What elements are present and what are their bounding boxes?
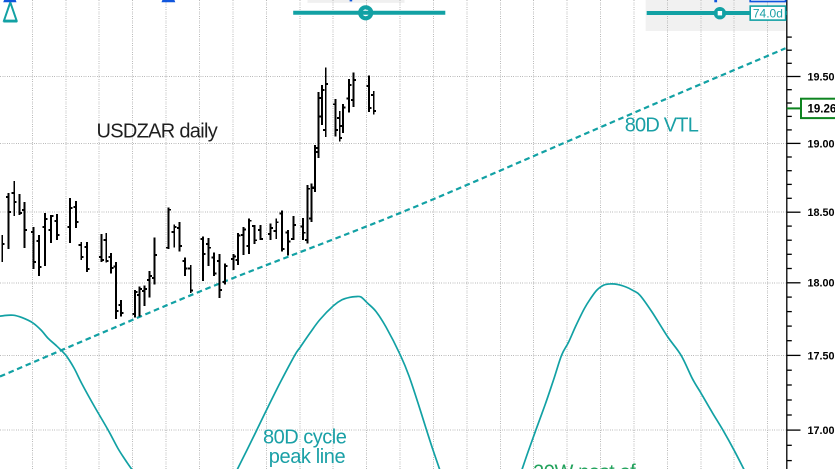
svg-text:19.26: 19.26 bbox=[808, 104, 835, 116]
svg-text:19.50: 19.50 bbox=[808, 71, 835, 83]
svg-text:80D VTL: 80D VTL bbox=[625, 114, 699, 136]
svg-text:USDZAR daily: USDZAR daily bbox=[97, 121, 218, 143]
svg-text:74.0d: 74.0d bbox=[753, 6, 783, 20]
svg-text:19.00: 19.00 bbox=[808, 138, 835, 150]
svg-text:peak line: peak line bbox=[269, 446, 346, 468]
svg-text:18.50: 18.50 bbox=[808, 207, 835, 219]
svg-text:17.00: 17.00 bbox=[808, 425, 835, 437]
svg-text:18.00: 18.00 bbox=[808, 278, 835, 290]
svg-text:80D cycle: 80D cycle bbox=[263, 426, 347, 448]
svg-text:20W nest of: 20W nest of bbox=[533, 461, 636, 469]
svg-text:17.50: 17.50 bbox=[808, 350, 835, 362]
